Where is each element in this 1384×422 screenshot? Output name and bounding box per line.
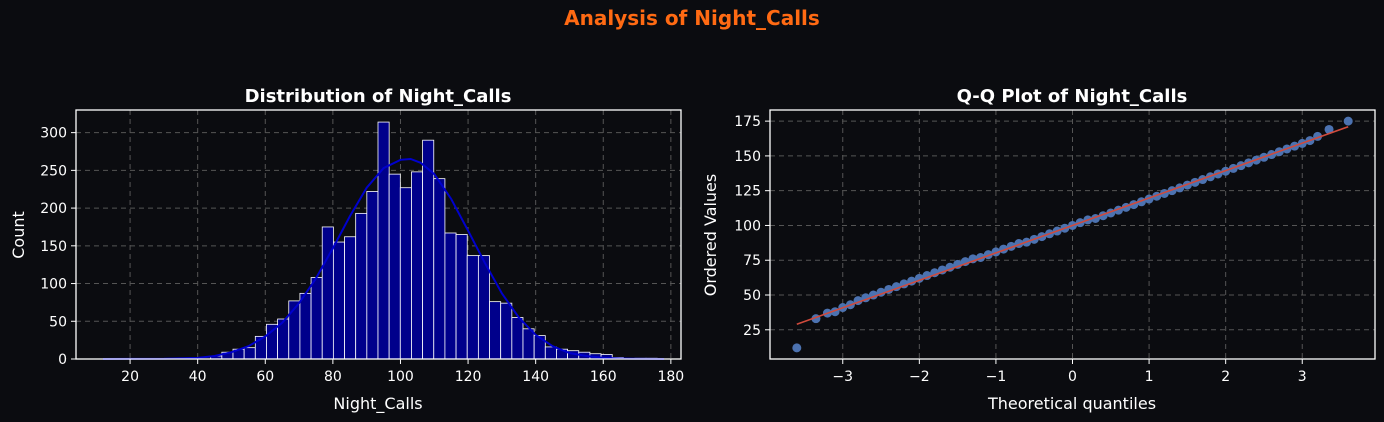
histogram-y-tick-label: 150 <box>40 239 67 255</box>
histogram-kde-curve <box>102 157 665 360</box>
histogram-bar <box>544 346 557 360</box>
histogram-bar <box>466 255 479 360</box>
histogram-frame <box>75 109 682 360</box>
histogram-bar <box>332 241 345 360</box>
histogram-bar <box>355 212 368 360</box>
histogram-bar <box>366 191 379 360</box>
histogram-panel: Distribution of Night_Calls 20 40 60 80 100 1… <box>9 86 684 414</box>
histogram-bar <box>377 121 390 360</box>
histogram-x-tick-label: 60 <box>256 369 274 385</box>
histogram-bar <box>522 328 535 360</box>
histogram-bar <box>489 301 502 360</box>
histogram-x-tick-label: 100 <box>387 369 414 385</box>
histogram-bar <box>500 302 513 360</box>
histogram-y-tick-label: 50 <box>49 314 67 330</box>
qq-point <box>792 343 802 353</box>
histogram-x-tick-label: 120 <box>455 369 482 385</box>
qq-point <box>1343 116 1353 126</box>
qq-point <box>1324 124 1334 134</box>
histogram-bar <box>299 292 312 360</box>
histogram-bar <box>433 178 446 360</box>
histogram-ylabel: Count <box>9 211 28 259</box>
histogram-bar <box>243 347 256 360</box>
histogram-y-tick-label: 250 <box>40 163 67 179</box>
histogram-xlabel: Night_Calls <box>333 394 422 414</box>
histogram-bar <box>455 234 468 360</box>
qq-y-tick-label: 100 <box>734 218 761 234</box>
histogram-x-tick-label: 160 <box>590 369 617 385</box>
qq-y-tick-label: 50 <box>743 288 761 304</box>
qq-fit-line <box>796 125 1349 325</box>
histogram-bar <box>310 277 323 360</box>
histogram-bar <box>411 171 424 360</box>
histogram-x-tick-label: 80 <box>324 369 342 385</box>
histogram-bar <box>511 317 524 360</box>
qq-x-tick-label: 3 <box>1298 369 1307 385</box>
histogram-y-tick-label: 200 <box>40 201 67 217</box>
qq-title: Q-Q Plot of Night_Calls <box>957 86 1188 107</box>
histogram-x-tick-label: 20 <box>121 369 139 385</box>
qq-xlabel: Theoretical quantiles <box>987 394 1156 413</box>
histogram-bars <box>210 121 658 360</box>
histogram-bar <box>344 236 357 360</box>
histogram-bar <box>388 173 401 360</box>
qq-x-tick-label: 2 <box>1221 369 1230 385</box>
histogram-bar <box>477 255 490 360</box>
qq-y-tick-label: 175 <box>734 114 761 130</box>
histogram-bar <box>321 226 334 360</box>
histogram-y-tick-label: 0 <box>58 352 67 368</box>
histogram-x-tick-label: 140 <box>522 369 549 385</box>
qq-ticks: −3 −2 −1 0 1 2 3 25 50 75 100 125 150 175 <box>734 114 1306 385</box>
qq-x-tick-label: −3 <box>832 369 853 385</box>
histogram-bar <box>399 187 412 360</box>
histogram-y-tick-label: 300 <box>40 126 67 142</box>
qq-y-tick-label: 75 <box>743 253 761 269</box>
qq-x-tick-label: 1 <box>1145 369 1154 385</box>
qq-ylabel: Ordered Values <box>701 174 720 296</box>
qq-y-tick-label: 25 <box>743 323 761 339</box>
histogram-bar <box>266 323 279 360</box>
qq-y-tick-label: 125 <box>734 184 761 200</box>
qq-x-tick-label: 0 <box>1068 369 1077 385</box>
histogram-y-tick-label: 100 <box>40 277 67 293</box>
histogram-title: Distribution of Night_Calls <box>245 86 512 107</box>
qq-x-tick-label: −2 <box>909 369 930 385</box>
histogram-bar <box>444 232 457 360</box>
histogram-ticks: 20 40 60 80 100 120 140 160 180 0 50 100 150 200 250 30… <box>40 126 684 385</box>
histogram-x-tick-label: 40 <box>189 369 207 385</box>
qq-panel: Q-Q Plot of Night_Calls −3 −2 −1 0 1 2 3 25 50 75… <box>701 86 1376 413</box>
histogram-x-tick-label: 180 <box>657 369 684 385</box>
qq-y-tick-label: 150 <box>734 149 761 165</box>
figure-suptitle: Analysis of Night_Calls <box>564 6 820 30</box>
qq-x-tick-label: −1 <box>986 369 1007 385</box>
